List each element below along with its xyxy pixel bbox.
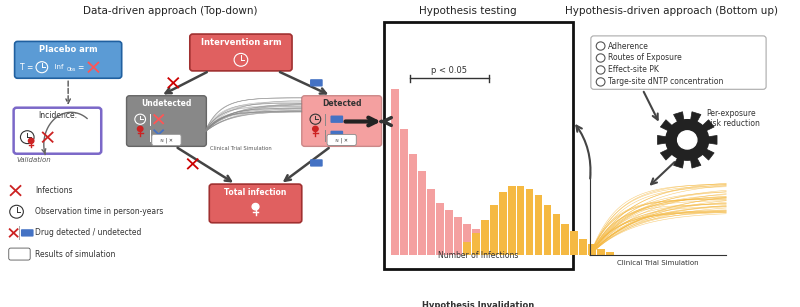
FancyBboxPatch shape bbox=[310, 159, 322, 167]
Polygon shape bbox=[660, 149, 672, 160]
Polygon shape bbox=[674, 158, 684, 168]
Text: Data-driven approach (Top-down): Data-driven approach (Top-down) bbox=[83, 6, 258, 17]
Bar bbox=[606, 252, 614, 255]
Text: Clinical Trial Simulation: Clinical Trial Simulation bbox=[210, 146, 271, 151]
Bar bbox=[391, 89, 399, 255]
Text: Placebo arm: Placebo arm bbox=[39, 45, 98, 54]
Bar bbox=[445, 209, 453, 255]
Text: Validation: Validation bbox=[17, 157, 51, 163]
Bar bbox=[508, 186, 515, 255]
FancyBboxPatch shape bbox=[302, 96, 382, 146]
Text: Hypothesis testing: Hypothesis testing bbox=[419, 6, 517, 17]
Text: Number of Infections: Number of Infections bbox=[438, 251, 518, 260]
Bar bbox=[498, 241, 506, 255]
Bar bbox=[562, 223, 570, 255]
Bar bbox=[472, 229, 480, 255]
Text: Results of simulation: Results of simulation bbox=[35, 250, 115, 258]
Polygon shape bbox=[702, 149, 714, 160]
FancyBboxPatch shape bbox=[152, 134, 181, 146]
Text: Obs: Obs bbox=[67, 67, 77, 72]
Circle shape bbox=[252, 204, 259, 210]
Bar bbox=[517, 186, 525, 255]
FancyBboxPatch shape bbox=[330, 131, 343, 138]
Bar bbox=[418, 171, 426, 255]
Polygon shape bbox=[708, 135, 717, 144]
Polygon shape bbox=[690, 158, 701, 168]
Bar bbox=[588, 244, 596, 255]
Text: Hypothesis-driven approach (Bottom up): Hypothesis-driven approach (Bottom up) bbox=[565, 6, 778, 17]
FancyBboxPatch shape bbox=[327, 134, 356, 146]
Circle shape bbox=[138, 126, 143, 131]
Text: Routes of Exposure: Routes of Exposure bbox=[608, 53, 682, 63]
Bar bbox=[463, 243, 470, 255]
FancyBboxPatch shape bbox=[9, 248, 30, 260]
FancyBboxPatch shape bbox=[210, 184, 302, 223]
Text: Adherence: Adherence bbox=[608, 41, 650, 51]
Bar bbox=[490, 204, 498, 255]
Text: p < 0.05: p < 0.05 bbox=[430, 67, 466, 76]
Text: Incidence:: Incidence: bbox=[38, 111, 77, 120]
Circle shape bbox=[666, 120, 709, 160]
Text: Inf: Inf bbox=[50, 64, 63, 70]
Bar bbox=[526, 189, 534, 255]
Bar bbox=[570, 231, 578, 255]
Text: ≈ | ✕: ≈ | ✕ bbox=[160, 137, 173, 143]
FancyBboxPatch shape bbox=[21, 229, 34, 237]
FancyBboxPatch shape bbox=[190, 34, 292, 71]
Text: T =: T = bbox=[21, 63, 34, 72]
Circle shape bbox=[29, 138, 34, 143]
FancyBboxPatch shape bbox=[14, 41, 122, 78]
Bar bbox=[490, 238, 498, 255]
Polygon shape bbox=[690, 112, 701, 122]
Bar bbox=[400, 129, 408, 255]
Polygon shape bbox=[658, 135, 666, 144]
Text: ≈ | ✕: ≈ | ✕ bbox=[335, 137, 348, 143]
Text: Drug detected / undetected: Drug detected / undetected bbox=[35, 228, 142, 237]
Text: Hypothesis Invalidation: Hypothesis Invalidation bbox=[422, 301, 534, 307]
Text: =: = bbox=[77, 63, 83, 72]
Text: Undetected: Undetected bbox=[142, 99, 192, 108]
FancyBboxPatch shape bbox=[330, 115, 343, 123]
Bar bbox=[427, 188, 435, 255]
Text: Infections: Infections bbox=[35, 186, 73, 195]
FancyBboxPatch shape bbox=[310, 79, 322, 87]
Bar bbox=[481, 234, 489, 255]
FancyBboxPatch shape bbox=[14, 108, 102, 154]
Circle shape bbox=[313, 126, 318, 131]
Text: Intervention arm: Intervention arm bbox=[201, 38, 282, 47]
Text: Targe-site dNTP concentration: Targe-site dNTP concentration bbox=[608, 77, 724, 87]
Bar bbox=[481, 220, 489, 255]
Bar bbox=[553, 214, 560, 255]
Bar bbox=[598, 249, 605, 255]
FancyBboxPatch shape bbox=[591, 36, 766, 89]
Text: Detected: Detected bbox=[322, 99, 362, 108]
Bar bbox=[472, 233, 480, 255]
Bar bbox=[543, 204, 551, 255]
Bar bbox=[534, 195, 542, 255]
Bar bbox=[383, 22, 574, 269]
Polygon shape bbox=[674, 112, 684, 122]
Text: Total infection: Total infection bbox=[224, 188, 286, 197]
Circle shape bbox=[678, 131, 697, 149]
Bar bbox=[454, 216, 462, 255]
Text: Per-exposure
risk reduction: Per-exposure risk reduction bbox=[706, 109, 759, 128]
FancyBboxPatch shape bbox=[126, 96, 206, 146]
Bar bbox=[436, 203, 444, 255]
Bar bbox=[410, 154, 417, 255]
Polygon shape bbox=[660, 120, 672, 131]
Polygon shape bbox=[702, 120, 714, 131]
Text: Observation time in person-years: Observation time in person-years bbox=[35, 207, 163, 216]
Bar bbox=[579, 239, 587, 255]
Bar bbox=[463, 223, 470, 255]
Bar bbox=[498, 192, 506, 255]
Text: Clinical Trial Simulation: Clinical Trial Simulation bbox=[618, 260, 699, 266]
Text: Effect-site PK: Effect-site PK bbox=[608, 65, 659, 75]
